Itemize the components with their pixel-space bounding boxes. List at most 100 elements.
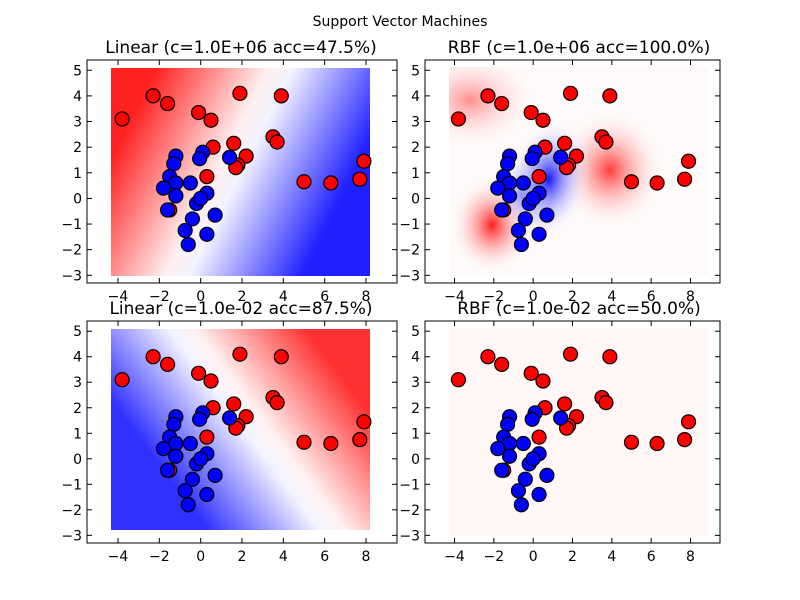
blue-class-point bbox=[490, 180, 506, 196]
blue-class-point bbox=[539, 467, 555, 483]
red-class-point bbox=[676, 432, 693, 448]
red-class-point bbox=[450, 372, 467, 388]
y-tick-label: 3 bbox=[73, 375, 82, 391]
axis-ticks: −4 −2 0 2 4 6 8 −3 −2 −1 0 1 2 3 4 5 bbox=[61, 321, 397, 565]
red-class-point bbox=[623, 174, 640, 190]
red-class-point bbox=[598, 134, 614, 150]
y-tick-label: 4 bbox=[411, 89, 420, 105]
x-tick-label: 2 bbox=[568, 549, 577, 565]
red-class-point bbox=[269, 134, 285, 150]
red-class-point bbox=[680, 414, 697, 430]
blue-class-point bbox=[199, 486, 215, 503]
y-tick-label: 2 bbox=[411, 140, 420, 156]
blue-class-point bbox=[180, 236, 196, 253]
red-class-point bbox=[145, 349, 161, 365]
red-class-point bbox=[531, 429, 547, 445]
x-tick-label: 0 bbox=[529, 549, 538, 565]
scatter-points bbox=[450, 346, 697, 513]
x-tick-label: 6 bbox=[320, 289, 329, 305]
x-tick-label: −2 bbox=[484, 549, 505, 565]
blue-class-point bbox=[500, 416, 516, 432]
y-tick-label: −3 bbox=[61, 528, 82, 544]
blue-class-point bbox=[513, 236, 529, 253]
red-class-point bbox=[232, 85, 248, 101]
y-tick-label: 5 bbox=[411, 324, 420, 340]
red-class-point bbox=[352, 432, 368, 448]
x-tick-label: 4 bbox=[279, 289, 288, 305]
blue-class-point bbox=[510, 483, 527, 499]
x-tick-label: 8 bbox=[362, 289, 371, 305]
blue-class-point bbox=[513, 497, 529, 513]
blue-class-point bbox=[207, 207, 223, 223]
blue-class-point bbox=[531, 486, 547, 503]
blue-class-point bbox=[199, 226, 215, 242]
y-tick-label: −2 bbox=[61, 503, 82, 519]
y-tick-label: 3 bbox=[411, 375, 420, 391]
axes-frame bbox=[86, 59, 398, 284]
red-class-point bbox=[114, 111, 130, 127]
blue-class-point bbox=[501, 188, 518, 204]
red-class-point bbox=[269, 395, 285, 411]
red-class-point bbox=[649, 435, 665, 452]
blue-class-point bbox=[524, 151, 540, 167]
panel-title: Linear (c=1.0e-02 acc=87.5%) bbox=[109, 299, 372, 319]
blue-class-point bbox=[168, 188, 184, 204]
red-class-point bbox=[557, 135, 573, 151]
blue-class-point bbox=[553, 149, 569, 166]
blue-class-point bbox=[207, 467, 223, 483]
x-tick-label: −4 bbox=[444, 549, 465, 565]
blue-class-point bbox=[539, 207, 555, 223]
y-tick-label: 0 bbox=[73, 452, 82, 468]
y-tick-label: 5 bbox=[73, 63, 82, 79]
y-tick-label: 1 bbox=[411, 166, 420, 182]
x-tick-label: 8 bbox=[686, 289, 695, 305]
y-tick-label: 1 bbox=[73, 426, 82, 442]
red-class-point bbox=[531, 169, 547, 185]
x-tick-label: 0 bbox=[529, 289, 538, 305]
red-class-point bbox=[232, 346, 248, 362]
red-class-point bbox=[199, 169, 215, 185]
red-class-point bbox=[562, 346, 579, 362]
y-tick-label: 1 bbox=[73, 166, 82, 182]
y-tick-label: 4 bbox=[73, 350, 82, 366]
red-class-point bbox=[480, 88, 496, 104]
x-tick-label: 6 bbox=[647, 549, 656, 565]
red-class-point bbox=[557, 396, 573, 412]
x-tick-label: −4 bbox=[108, 289, 129, 305]
blue-class-point bbox=[510, 222, 527, 239]
panel-title: RBF (c=1.0e+06 acc=100.0%) bbox=[448, 38, 710, 58]
axes-frame bbox=[424, 320, 721, 544]
x-tick-label: 8 bbox=[686, 549, 695, 565]
red-class-point bbox=[191, 365, 207, 381]
red-class-point bbox=[494, 95, 510, 112]
red-class-point bbox=[356, 414, 372, 430]
red-class-point bbox=[450, 111, 467, 127]
blue-class-point bbox=[155, 180, 172, 196]
y-tick-label: 5 bbox=[73, 324, 82, 340]
red-class-point bbox=[226, 396, 242, 412]
blue-class-point bbox=[525, 190, 541, 207]
red-class-point bbox=[145, 88, 161, 104]
scatter-points bbox=[450, 85, 697, 253]
red-class-point bbox=[356, 153, 372, 169]
blue-class-point bbox=[182, 175, 198, 191]
red-class-point bbox=[680, 153, 697, 169]
blue-class-point bbox=[222, 410, 238, 426]
blue-class-point bbox=[166, 416, 182, 432]
blue-class-point bbox=[192, 411, 208, 427]
red-class-point bbox=[602, 88, 618, 104]
red-class-point bbox=[323, 175, 339, 191]
blue-class-point bbox=[553, 410, 569, 426]
red-class-point bbox=[480, 349, 496, 365]
red-class-point bbox=[114, 372, 130, 388]
x-tick-label: 8 bbox=[362, 549, 371, 565]
axis-ticks: −4 −2 0 2 4 6 8 −3 −2 −1 0 1 2 3 4 5 bbox=[61, 60, 397, 305]
red-class-point bbox=[203, 373, 219, 389]
y-tick-label: 3 bbox=[411, 115, 420, 131]
x-tick-label: −2 bbox=[149, 549, 170, 565]
x-tick-label: 4 bbox=[279, 549, 288, 565]
x-tick-label: −4 bbox=[108, 549, 129, 565]
x-tick-label: 4 bbox=[607, 289, 616, 305]
blue-class-point bbox=[517, 211, 533, 227]
x-tick-label: −4 bbox=[444, 289, 465, 305]
